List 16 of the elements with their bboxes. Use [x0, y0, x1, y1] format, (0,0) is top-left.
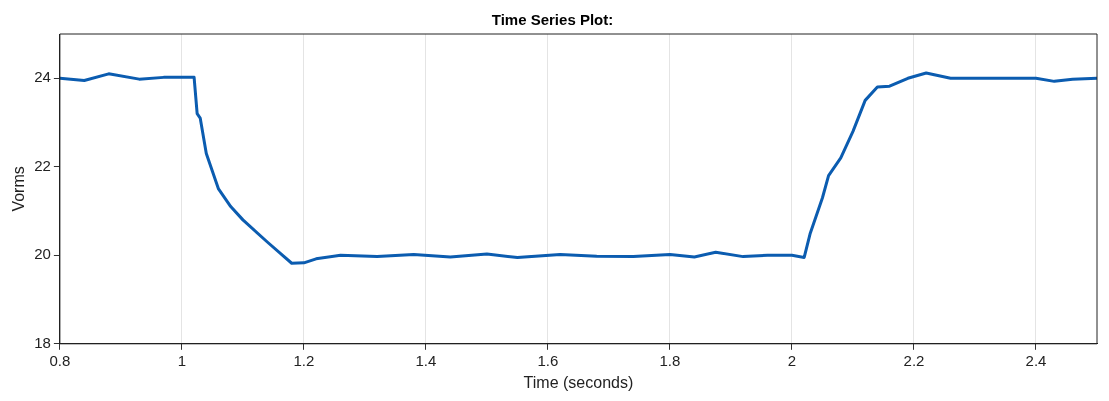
chart-title: Time Series Plot:: [491, 11, 614, 29]
y-tick-label: 24: [34, 68, 51, 86]
x-tick-label: 1.4: [415, 351, 437, 369]
x-tick-label: 2: [787, 351, 797, 369]
x-tick-label: 1.6: [537, 351, 559, 369]
x-tick-label: 1: [177, 351, 187, 369]
x-tick-label: 0.8: [49, 351, 71, 369]
y-tick-label: 20: [34, 245, 51, 263]
x-tick-label: 1.2: [293, 351, 315, 369]
y-axis-title: Vorms: [10, 166, 28, 212]
y-tick-label: 18: [34, 333, 51, 351]
x-tick-label: 1.8: [659, 351, 681, 369]
x-tick-label: 2.4: [1025, 351, 1047, 369]
y-tick-label: 22: [34, 156, 51, 174]
x-tick-label: 2.2: [903, 351, 925, 369]
x-axis-title: Time (seconds): [523, 373, 634, 391]
